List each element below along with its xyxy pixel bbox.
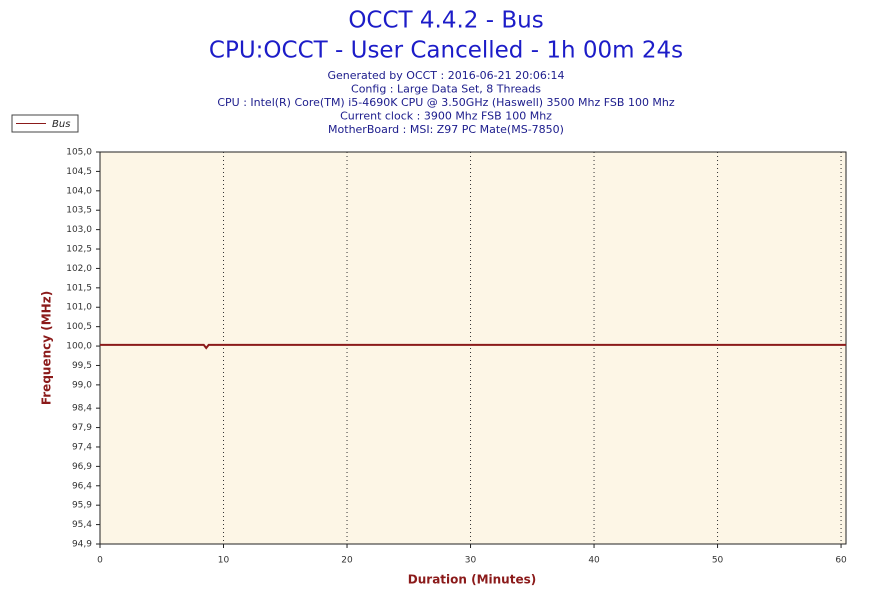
y-tick-label: 101,0 bbox=[66, 303, 92, 313]
y-tick-label: 104,5 bbox=[66, 167, 92, 177]
y-tick-label: 102,5 bbox=[66, 245, 92, 255]
y-tick-label: 97,9 bbox=[72, 423, 92, 433]
x-tick-label: 50 bbox=[712, 556, 724, 566]
x-tick-label: 0 bbox=[97, 556, 103, 566]
y-tick-label: 100,5 bbox=[66, 322, 92, 332]
info-line: Generated by OCCT : 2016-06-21 20:06:14 bbox=[327, 69, 564, 82]
y-tick-label: 98,4 bbox=[72, 404, 92, 414]
y-tick-label: 103,0 bbox=[66, 225, 92, 235]
info-line: Current clock : 3900 Mhz FSB 100 Mhz bbox=[340, 110, 552, 123]
legend-label: Bus bbox=[52, 119, 70, 130]
y-tick-label: 94,9 bbox=[72, 540, 92, 550]
y-tick-label: 103,5 bbox=[66, 206, 92, 216]
plot-area bbox=[99, 151, 847, 545]
info-line: Config : Large Data Set, 8 Threads bbox=[351, 83, 541, 96]
x-tick-label: 40 bbox=[588, 556, 600, 566]
y-tick-label: 95,4 bbox=[72, 520, 92, 530]
y-tick-label: 99,5 bbox=[72, 361, 92, 371]
x-axis-label: Duration (Minutes) bbox=[408, 573, 536, 587]
series-line bbox=[100, 343, 846, 350]
y-tick-label: 99,0 bbox=[72, 380, 92, 390]
x-tick-label: 10 bbox=[218, 556, 230, 566]
y-tick-label: 95,9 bbox=[72, 501, 92, 511]
y-tick-label: 104,0 bbox=[66, 186, 92, 196]
x-tick-label: 60 bbox=[835, 556, 847, 566]
info-line: MotherBoard : MSI: Z97 PC Mate(MS-7850) bbox=[328, 123, 564, 136]
y-tick-label: 97,4 bbox=[72, 442, 92, 452]
y-tick-label: 105,0 bbox=[66, 148, 92, 158]
x-tick-label: 30 bbox=[465, 556, 477, 566]
y-tick-label: 101,5 bbox=[66, 283, 92, 293]
chart-subtitle: CPU:OCCT - User Cancelled - 1h 00m 24s bbox=[209, 38, 683, 64]
info-line: CPU : Intel(R) Core(TM) i5-4690K CPU @ 3… bbox=[217, 96, 675, 109]
y-tick-label: 100,0 bbox=[66, 342, 92, 352]
x-tick-label: 20 bbox=[341, 556, 353, 566]
y-tick-label: 102,0 bbox=[66, 264, 92, 274]
y-tick-label: 96,9 bbox=[72, 462, 92, 472]
y-axis-label: Frequency (MHz) bbox=[40, 291, 54, 405]
y-tick-label: 96,4 bbox=[72, 481, 92, 491]
chart-title: OCCT 4.4.2 - Bus bbox=[348, 8, 543, 34]
